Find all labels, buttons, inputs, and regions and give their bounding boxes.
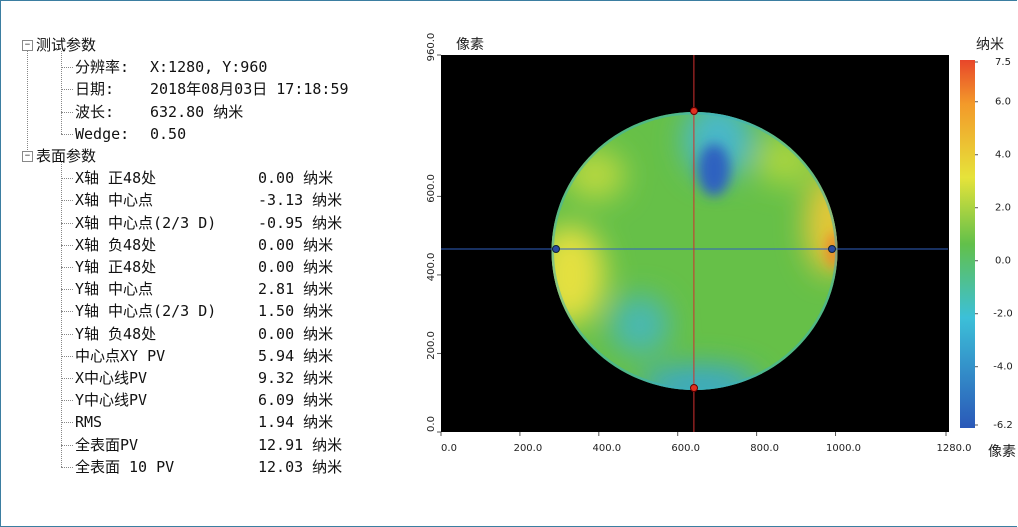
tree-line	[61, 67, 73, 69]
tree-line	[61, 311, 73, 313]
tree-line	[61, 378, 73, 379]
item-value: -3.13 纳米	[258, 191, 343, 210]
item-label: RMS	[75, 413, 103, 432]
item-value: -0.95 纳米	[258, 213, 343, 232]
item-label: 全表面 10 PV	[75, 457, 175, 476]
y-tick-label: 400.0	[426, 253, 437, 282]
item-value: 0.00 纳米	[258, 169, 334, 188]
item-value: 5.94 纳米	[258, 346, 334, 365]
x-axis-label: 像素	[988, 444, 1016, 460]
tree-line	[61, 222, 73, 224]
x-tick-label: 400.0	[592, 443, 621, 454]
expander[interactable]: −	[22, 40, 33, 51]
tree-line	[61, 178, 73, 180]
tree-line	[61, 333, 73, 335]
colorbar-tick-label: -4.0	[993, 362, 1013, 373]
tree-line	[61, 267, 73, 268]
item-value: 0.50	[150, 124, 187, 143]
y-tick-label: 200.0	[426, 331, 437, 360]
colorbar	[960, 60, 975, 428]
item-value: 0.00 纳米	[258, 235, 334, 254]
item-label: X轴 负48处	[75, 235, 157, 254]
x-tick-label: 1000.0	[826, 443, 861, 454]
colorbar-tick-label: 0.0	[995, 256, 1011, 267]
colorbar-tick-label: 2.0	[995, 203, 1011, 214]
item-value: 6.09 纳米	[258, 391, 334, 410]
item-label: 波长:	[75, 102, 115, 121]
tree-line	[61, 51, 62, 134]
tree-line	[27, 51, 28, 150]
tree-line	[61, 466, 73, 468]
group-label: 测试参数	[36, 36, 97, 54]
x-tick-label: 800.0	[750, 443, 779, 454]
expander[interactable]: −	[22, 151, 33, 162]
item-label: Y轴 负48处	[75, 324, 157, 343]
colorbar-tick-label: -2.0	[993, 309, 1013, 320]
colorbar-label: 纳米	[976, 37, 1004, 53]
tree-line	[61, 133, 73, 135]
marker	[690, 107, 698, 115]
tree-line	[61, 289, 73, 291]
item-label: Y轴 中心点	[75, 280, 154, 299]
y-tick-label: 600.0	[426, 174, 437, 203]
item-value: 9.32 纳米	[258, 369, 334, 387]
tree-line	[61, 444, 73, 446]
x-tick-label: 600.0	[671, 443, 700, 454]
item-value: 2.81 纳米	[258, 280, 334, 299]
tree-line	[61, 422, 73, 424]
item-value: 0.00 纳米	[258, 324, 334, 343]
item-value: 12.91 纳米	[258, 435, 343, 454]
tree-line	[61, 200, 73, 202]
tree-line	[61, 162, 62, 467]
tree-line	[61, 89, 73, 91]
item-label: 全表面PV	[75, 435, 139, 454]
x-tick-label: 0.0	[441, 443, 457, 454]
marker	[690, 384, 698, 392]
x-tick-label: 200.0	[514, 443, 543, 454]
item-value: 0.00 纳米	[258, 258, 334, 276]
item-label: 日期:	[75, 80, 115, 99]
item-value: 632.80 纳米	[150, 102, 244, 121]
group-label: 表面参数	[36, 147, 97, 165]
colorbar-tick-label: -6.2	[993, 420, 1013, 431]
item-value: 2018年08月03日 17:18:59	[150, 80, 349, 99]
tree-line	[61, 400, 73, 402]
marker	[552, 245, 560, 253]
colorbar-tick-label: 6.0	[995, 97, 1011, 108]
item-label: 分辨率:	[75, 58, 130, 77]
item-label: Y轴 正48处	[75, 258, 157, 276]
x-tick-label: 1280.0	[937, 443, 972, 454]
item-value: X:1280, Y:960	[150, 58, 268, 77]
surface-map	[551, 112, 838, 390]
y-tick-label: 0.0	[426, 416, 437, 432]
item-label: 中心点XY PV	[75, 346, 166, 365]
item-label: Y轴 中心点(2/3 D)	[75, 302, 217, 321]
tree-line	[61, 111, 73, 113]
item-label: X轴 中心点	[75, 191, 154, 210]
y-axis-label: 像素	[456, 37, 484, 53]
tree-line	[61, 244, 73, 246]
parameter-tree: − 测试参数 分辨率: X:1280, Y:960 日期: 2018年08月03日 17:…	[0, 0, 420, 527]
item-label: X中心线PV	[75, 369, 148, 387]
item-label: X轴 中心点(2/3 D)	[75, 213, 217, 232]
item-value: 12.03 纳米	[258, 457, 343, 476]
marker	[828, 245, 836, 253]
item-label: Y中心线PV	[75, 391, 148, 410]
item-value: 1.94 纳米	[258, 413, 334, 432]
item-label: Wedge:	[75, 124, 130, 143]
item-label: X轴 正48处	[75, 169, 157, 188]
item-value: 1.50 纳米	[258, 302, 334, 321]
colorbar-tick-label: 7.5	[995, 57, 1011, 68]
colorbar-tick-label: 4.0	[995, 150, 1011, 161]
tree-line	[61, 355, 73, 357]
y-tick-label: 960.0	[426, 33, 437, 62]
